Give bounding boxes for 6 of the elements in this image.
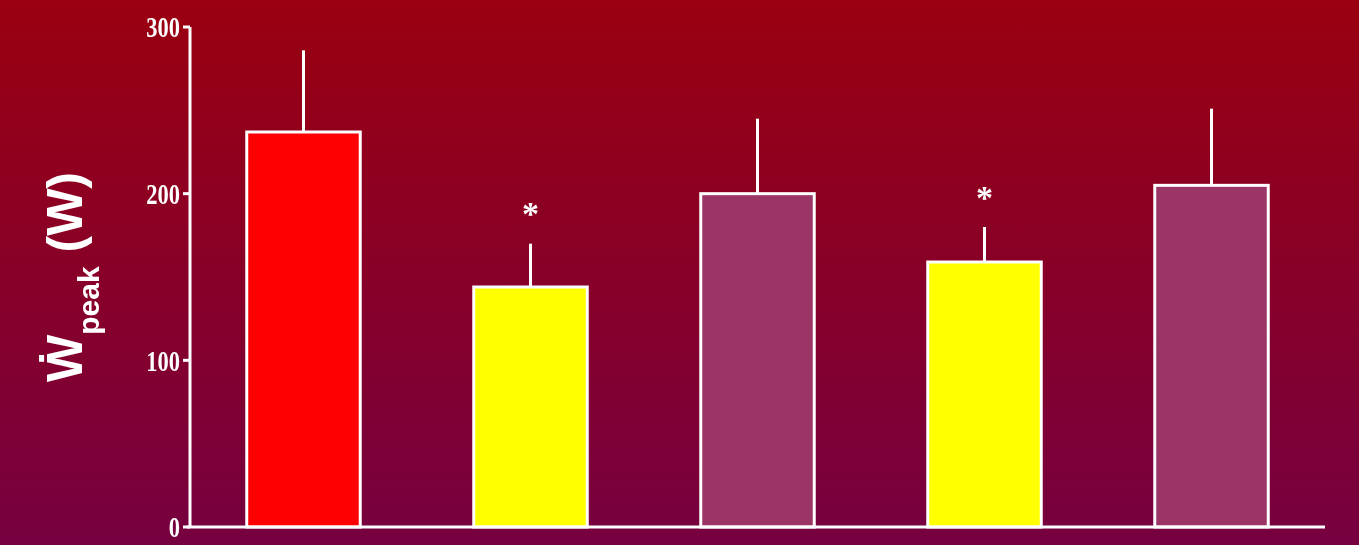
- y-tick-label: 300: [146, 10, 180, 45]
- y-tick-label: 0: [168, 510, 180, 545]
- y-tick-label: 100: [146, 343, 180, 378]
- y-tick-label: 200: [146, 177, 180, 211]
- annotation: *: [522, 195, 539, 233]
- annotation: *: [976, 178, 993, 216]
